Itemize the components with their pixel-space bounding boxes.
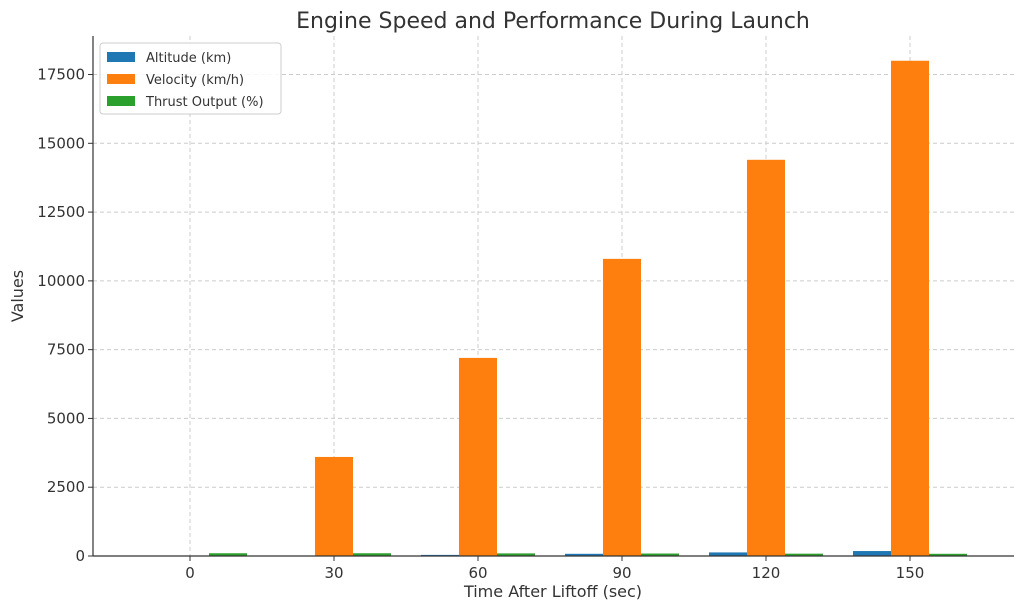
y-tick-label: 10000 — [37, 272, 85, 290]
y-tick-label: 17500 — [37, 66, 85, 84]
legend-label: Altitude (km) — [146, 51, 231, 66]
y-tick-label: 7500 — [47, 341, 85, 359]
bar-velocity — [891, 61, 929, 556]
bar-velocity — [747, 160, 785, 556]
bar-velocity — [459, 358, 497, 556]
x-tick-label: 150 — [896, 564, 925, 582]
x-axis-title: Time After Liftoff (sec) — [463, 582, 642, 601]
legend-label: Thrust Output (%) — [145, 95, 264, 110]
y-tick-label: 5000 — [47, 409, 85, 427]
x-tick-label: 90 — [612, 564, 631, 582]
bars — [209, 61, 967, 556]
x-tick-label: 120 — [752, 564, 781, 582]
y-axis-ticks: 0 2500 5000 7500 10000 12500 15000 17500 — [37, 66, 93, 565]
y-tick-label: 2500 — [47, 478, 85, 496]
x-tick-label: 30 — [324, 564, 343, 582]
legend-swatch — [107, 52, 135, 62]
bar-velocity — [315, 457, 353, 556]
bar-altitude — [853, 551, 891, 556]
y-tick-label: 0 — [75, 547, 85, 565]
y-axis-title: Values — [8, 270, 27, 322]
x-tick-label: 0 — [185, 564, 195, 582]
y-tick-label: 12500 — [37, 203, 85, 221]
x-axis-ticks: 0 30 60 90 120 150 — [185, 556, 924, 582]
bar-velocity — [603, 259, 641, 556]
y-tick-label: 15000 — [37, 134, 85, 152]
legend-label: Velocity (km/h) — [146, 73, 244, 88]
legend: Altitude (km) Velocity (km/h) Thrust Outpu… — [100, 43, 281, 114]
x-tick-label: 60 — [468, 564, 487, 582]
legend-swatch — [107, 74, 135, 84]
chart-title: Engine Speed and Performance During Laun… — [296, 9, 810, 34]
legend-swatch — [107, 96, 135, 106]
